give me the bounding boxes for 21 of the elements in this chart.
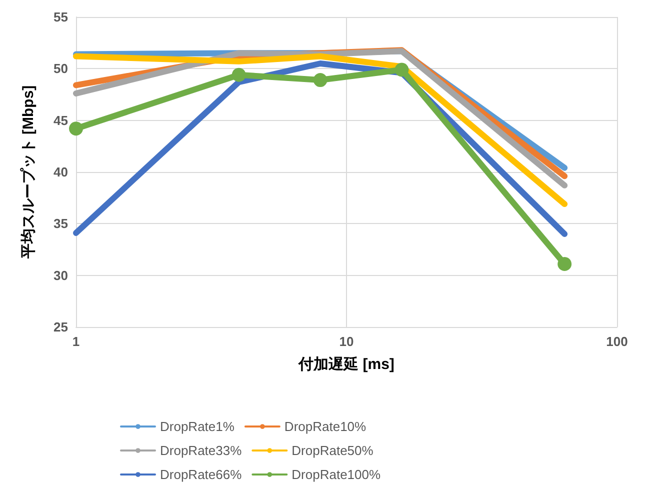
y-tick-label: 40 <box>54 164 68 180</box>
x-tick-label: 10 <box>339 334 354 349</box>
x-tick-label: 1 <box>72 334 80 349</box>
legend-label: DropRate66% <box>160 467 242 482</box>
point <box>69 122 83 136</box>
y-tick-label: 25 <box>54 320 68 334</box>
legend-label: DropRate33% <box>160 443 242 458</box>
point <box>558 256 572 271</box>
y-axis-title: 平均スループット [Mbps] <box>20 85 37 260</box>
y-tick-label: 45 <box>54 112 68 128</box>
legend-label: DropRate100% <box>292 467 381 482</box>
y-tick-label: 50 <box>54 61 68 76</box>
x-axis-title: 付加遅延 [ms] <box>298 356 394 373</box>
legend-label: DropRate50% <box>292 443 374 458</box>
x-tick-label: 100 <box>606 334 628 349</box>
point <box>313 73 328 88</box>
y-tick-label: 30 <box>54 268 68 283</box>
legend-label: DropRate10% <box>284 419 367 434</box>
legend-label: DropRate1% <box>160 419 235 434</box>
y-tick-label: 55 <box>54 10 68 24</box>
y-tick-label: 35 <box>54 216 68 232</box>
